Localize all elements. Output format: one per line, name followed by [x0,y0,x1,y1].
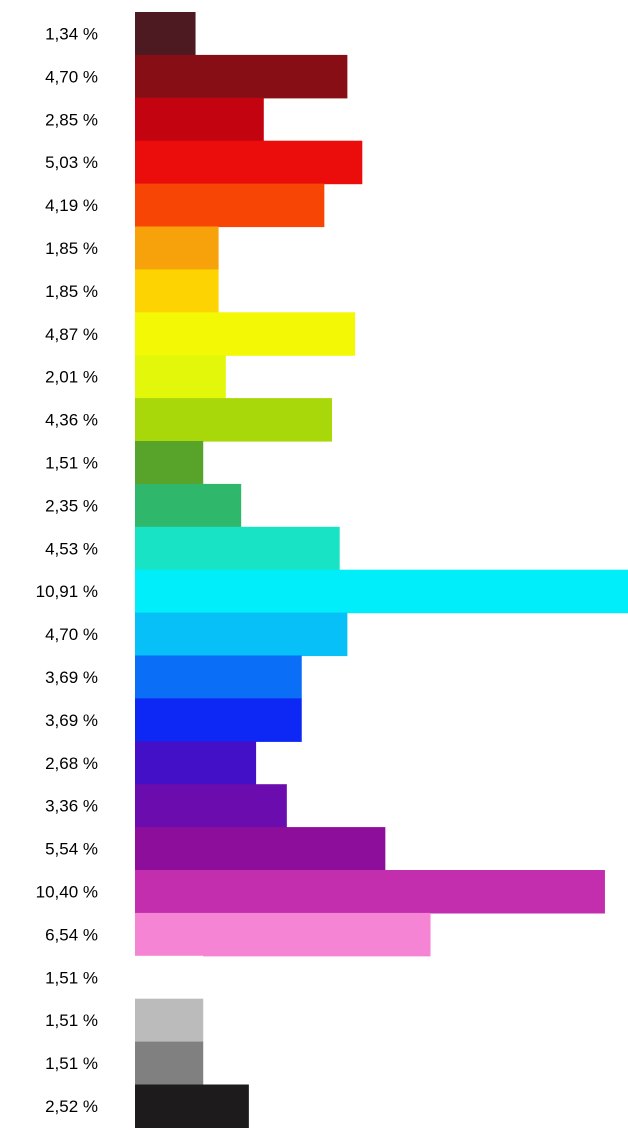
tick-label-2: 4,70 % [45,67,98,86]
tick-label-15: 4,70 % [45,625,98,644]
bar-26 [135,1084,249,1128]
bar-19 [135,784,287,828]
tick-label-1: 1,34 % [45,24,98,43]
tick-label-11: 1,51 % [45,453,98,472]
tick-label-10: 4,36 % [45,411,98,430]
bar-24 [135,998,204,1043]
tick-label-3: 2,85 % [45,110,98,129]
tick-label-9: 2,01 % [45,368,98,387]
bar-1 [135,12,196,56]
tick-label-5: 4,19 % [45,196,98,215]
bar-3 [135,97,264,142]
bar-10 [135,398,333,442]
tick-label-8: 4,87 % [45,325,98,344]
tick-label-26: 2,52 % [45,1097,98,1116]
tick-labels-group: 1,34 % 4,70 % 2,85 % 5,03 % 4,19 % 1,85 % 1,85… [36,24,98,1116]
tick-label-20: 5,54 % [45,840,98,859]
tick-label-24: 1,51 % [45,1011,98,1030]
tick-label-19: 3,36 % [45,797,98,816]
bar-12 [135,483,242,528]
tick-label-14: 10,91 % [36,582,98,601]
bar-9 [135,355,226,399]
bar-22 [135,912,431,957]
tick-label-18: 2,68 % [45,754,98,773]
tick-label-12: 2,35 % [45,496,98,515]
tick-label-6: 1,85 % [45,239,98,258]
bar-18 [135,741,257,785]
bar-25 [135,1041,204,1086]
tick-label-25: 1,51 % [45,1054,98,1073]
bars-group [135,12,628,1128]
tick-label-13: 4,53 % [45,539,98,558]
tick-label-22: 6,54 % [45,925,98,944]
tick-label-21: 10,40 % [36,882,98,901]
bar-17 [135,698,302,742]
bar-20 [135,827,386,871]
bar-23 [135,955,204,1000]
tick-label-23: 1,51 % [45,968,98,987]
bar-14 [135,569,628,614]
tick-label-4: 5,03 % [45,153,98,172]
tick-label-7: 1,85 % [45,282,98,301]
bar-5 [135,183,325,228]
bar-2 [135,54,348,99]
bar-7 [135,269,219,313]
bar-16 [135,655,302,699]
bar-6 [135,226,219,270]
bar-21 [135,870,605,914]
bar-13 [135,526,340,571]
bar-15 [135,612,348,657]
tick-label-17: 3,69 % [45,711,98,730]
bar-11 [135,441,204,485]
bar-8 [135,312,356,356]
tick-label-16: 3,69 % [45,668,98,687]
bar-4 [135,140,363,185]
